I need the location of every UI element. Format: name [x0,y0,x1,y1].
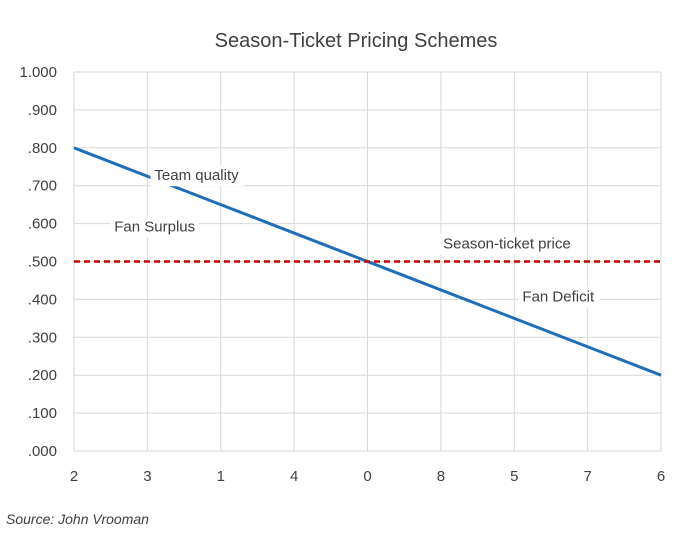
annotations: Team quality Fan Surplus Season-ticket pri… [110,165,599,308]
x-tick-label: 8 [437,468,445,485]
annotation-bg [110,216,200,238]
source-note: Source: John Vrooman [6,511,149,527]
y-tick-label: .500 [28,254,57,271]
y-tick-label: .400 [28,291,57,308]
y-tick-label: .900 [28,102,57,119]
y-tick-label: .600 [28,216,57,233]
y-axis: 1.000 .900 .800 .700 .600 .500 .400 .300 .200 .10… [19,64,57,460]
x-tick-label: 7 [583,468,591,485]
y-tick-label: .200 [28,367,57,384]
y-tick-label: 1.000 [19,64,57,81]
x-tick-label: 1 [217,468,225,485]
x-tick-label: 0 [363,468,371,485]
annotation-bg [150,165,244,187]
annotation-label: Season-ticket price [443,235,571,252]
x-tick-label: 5 [510,468,518,485]
y-tick-label: .300 [28,329,57,346]
x-tick-label: 2 [70,468,78,485]
x-tick-label: 4 [290,468,298,485]
y-tick-label: .100 [28,405,57,422]
annotation-label: Fan Deficit [522,288,595,305]
chart-title: Season-Ticket Pricing Schemes [215,30,498,52]
y-tick-label: .700 [28,178,57,195]
y-tick-label: .800 [28,140,57,157]
x-tick-label: 6 [657,468,665,485]
annotation-bg [439,233,575,255]
annotation-label: Team quality [154,167,239,184]
y-tick-label: .000 [28,443,57,460]
annotation-bg [518,286,599,308]
annotation-label: Fan Surplus [114,218,195,235]
x-axis: 2 3 1 4 0 8 5 7 6 [70,468,665,485]
x-tick-label: 3 [143,468,151,485]
